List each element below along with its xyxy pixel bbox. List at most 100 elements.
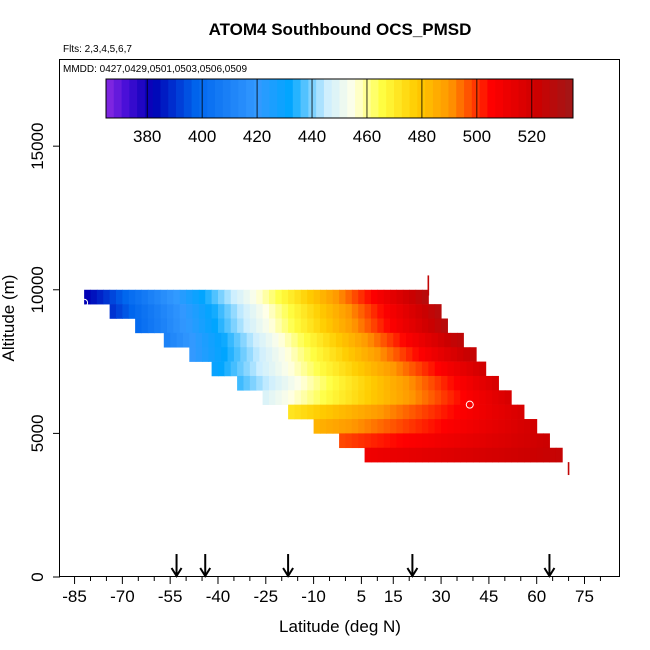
heatmap-cell — [332, 390, 340, 405]
heatmap-cell — [523, 419, 531, 434]
heatmap-cell — [300, 304, 308, 319]
heatmap-point — [567, 462, 570, 476]
heatmap-cell — [457, 332, 464, 348]
heatmap-cell — [431, 347, 439, 362]
colorbar-swatch — [168, 79, 177, 118]
x-tick-label: -55 — [158, 587, 183, 606]
heatmap-cell — [479, 419, 487, 434]
heatmap-cell — [383, 404, 391, 420]
heatmap-cell — [390, 419, 397, 434]
heatmap-cell — [402, 433, 410, 449]
heatmap-cell — [390, 304, 397, 319]
heatmap-cell — [339, 289, 346, 305]
heatmap-cell — [511, 433, 519, 449]
heatmap-cell — [377, 304, 385, 319]
heatmap-cell — [396, 447, 404, 463]
y-tick-label: 10000 — [28, 266, 47, 313]
heatmap-cell — [406, 347, 413, 362]
heatmap-cell — [367, 347, 375, 362]
heatmap-cell — [329, 347, 337, 362]
y-tick-label: 15000 — [28, 123, 47, 170]
heatmap-cell — [450, 332, 458, 348]
x-axis-label: Latitude (deg N) — [279, 617, 401, 636]
heatmap-cell — [453, 447, 461, 463]
heatmap-cell — [441, 318, 448, 334]
heatmap-cell — [195, 332, 203, 348]
y-tick-label: 5000 — [28, 414, 47, 452]
heatmap-cell — [492, 375, 499, 391]
heatmap-cell — [364, 318, 372, 334]
heatmap-cell — [202, 347, 209, 362]
heatmap-cell — [386, 347, 394, 362]
heatmap-cell — [313, 304, 321, 319]
colorbar-frame — [105, 78, 574, 119]
heatmap-cell — [240, 332, 248, 348]
heatmap-cell — [342, 347, 350, 362]
heatmap-cell — [444, 332, 452, 348]
heatmap-cell — [370, 361, 378, 377]
heatmap-cell — [275, 361, 283, 377]
heatmap-cell — [409, 419, 417, 434]
heatmap-cell — [351, 289, 359, 305]
heatmap-cell — [492, 419, 499, 434]
heatmap-cell — [243, 361, 251, 377]
heatmap-cell — [160, 318, 168, 334]
heatmap-cell — [224, 289, 232, 305]
heatmap-cell — [288, 390, 295, 405]
heatmap-cell — [351, 433, 359, 449]
heatmap-cell — [437, 332, 445, 348]
heatmap-cell — [530, 447, 538, 463]
heatmap-cell — [339, 419, 346, 434]
heatmap-cell — [425, 332, 433, 348]
heatmap-cell — [485, 390, 493, 405]
heatmap-cell — [418, 332, 426, 348]
heatmap-cell — [195, 347, 203, 362]
heatmap-cell — [217, 318, 225, 334]
heatmap-cell — [313, 404, 321, 420]
heatmap-cell — [492, 433, 499, 449]
heatmap-cell — [479, 390, 487, 405]
heatmap-cell — [409, 304, 417, 319]
heatmap-cell — [262, 375, 270, 391]
colorbar-swatch — [401, 79, 410, 118]
heatmap-cell — [332, 361, 340, 377]
heatmap-cell — [154, 304, 162, 319]
heatmap-cell — [217, 289, 225, 305]
heatmap-cell — [313, 419, 321, 434]
heatmap-cell — [399, 347, 407, 362]
colorbar-tick-label: 400 — [188, 127, 216, 146]
heatmap-cell — [297, 347, 305, 362]
heatmap-cell — [173, 289, 181, 305]
heatmap-cell — [409, 433, 417, 449]
heatmap-cell — [326, 361, 334, 377]
heatmap-cell — [246, 332, 254, 348]
heatmap-cell — [447, 404, 455, 420]
heatmap-cell — [383, 361, 391, 377]
heatmap-cell — [396, 361, 404, 377]
heatmap-cell — [402, 375, 410, 391]
heatmap-cell — [434, 447, 442, 463]
heatmap-cell — [122, 304, 130, 319]
heatmap-cell — [249, 361, 257, 377]
x-tick-label: 30 — [432, 587, 451, 606]
heatmap-cell — [364, 404, 372, 420]
heatmap-cell — [237, 318, 244, 334]
heatmap-cell — [135, 318, 142, 334]
heatmap-cell — [402, 447, 410, 463]
heatmap-cell — [128, 304, 136, 319]
heatmap-cell — [326, 390, 334, 405]
heatmap-cell — [358, 390, 366, 405]
heatmap-cell — [383, 289, 391, 305]
heatmap-cell — [364, 419, 372, 434]
colorbar-swatch — [152, 79, 161, 118]
heatmap-cell — [396, 419, 404, 434]
heatmap-cell — [135, 289, 142, 305]
heatmap-cell — [421, 361, 429, 377]
colorbar-swatch — [541, 79, 551, 118]
heatmap-cell — [453, 433, 461, 449]
heatmap-cell — [434, 304, 442, 319]
heatmap-cell — [441, 390, 448, 405]
heatmap-cell — [275, 289, 283, 305]
heatmap-cell — [339, 390, 346, 405]
colorbar-tick-label: 500 — [463, 127, 491, 146]
